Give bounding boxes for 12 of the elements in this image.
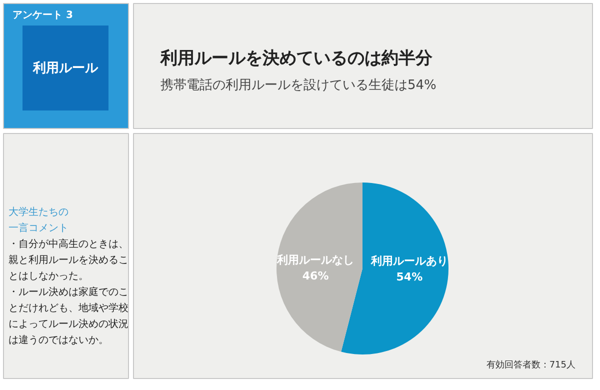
text: ・自分が中高生のときは、親と利用ルールを決めることはしなかった。 — [8, 238, 128, 282]
slice-label: 利用ルールなし — [276, 253, 354, 266]
text: 大学生たちの一言コメント — [8, 206, 68, 234]
data-label: 46% — [302, 269, 329, 282]
chart-subtitle: 携帯電話の利用ルールを設けている生徒は54% — [160, 78, 436, 93]
text: 有効回答者数：715人 — [486, 360, 576, 370]
text: 利用ルール — [32, 60, 99, 76]
slice-label: 利用ルールあり — [370, 254, 448, 268]
text: アンケート 3 — [12, 10, 73, 21]
data-label: 54% — [396, 270, 423, 284]
chart-title: 利用ルールを決めているのは約半分 — [160, 48, 434, 68]
text: ・ルール決めは家庭でのことだけれども、地域や学校によってルール決めの状況は違うのではないか。 — [8, 286, 128, 346]
